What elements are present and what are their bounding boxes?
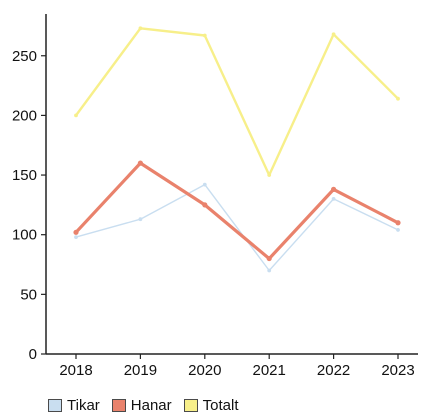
legend: Tikar Hanar Totalt xyxy=(48,397,239,414)
legend-label-totalt: Totalt xyxy=(202,397,239,414)
data-point-tikar xyxy=(138,217,143,222)
legend-swatch-tikar xyxy=(48,399,62,412)
data-point-hanar xyxy=(137,160,143,166)
data-point-totalt xyxy=(331,32,336,37)
x-tick-label: 2019 xyxy=(124,362,157,379)
data-point-hanar xyxy=(266,255,272,262)
data-point-tikar xyxy=(331,197,336,201)
data-point-tikar xyxy=(396,228,400,232)
data-point-tikar xyxy=(202,182,207,187)
series-hanar xyxy=(73,160,401,262)
data-point-totalt xyxy=(396,96,400,101)
legend-swatch-hanar xyxy=(111,399,126,412)
y-tick-label: 200 xyxy=(12,107,37,124)
data-point-tikar xyxy=(267,268,272,273)
x-tick-label: 2020 xyxy=(188,362,221,379)
series-line-tikar xyxy=(75,183,399,272)
legend-label-hanar: Hanar xyxy=(130,397,172,414)
data-point-totalt xyxy=(267,173,272,177)
data-point-totalt xyxy=(74,113,78,118)
series-layer xyxy=(73,26,401,273)
x-tick-label: 2022 xyxy=(317,362,350,379)
legend-item-tikar: Tikar xyxy=(48,397,100,414)
legend-label-tikar: Tikar xyxy=(67,397,100,414)
chart-canvas: 0 50 100 150 200 250 2018 2019 2020 2021 2022 2023 xyxy=(12,14,418,379)
y-axis-ticks: 0 50 100 150 200 250 xyxy=(12,48,46,363)
y-tick-label: 250 xyxy=(12,48,37,65)
legend-swatch-totalt xyxy=(183,399,198,412)
y-tick-label: 100 xyxy=(12,227,37,244)
y-tick-label: 50 xyxy=(20,286,37,303)
series-totalt xyxy=(74,26,400,177)
x-axis-ticks: 2018 2019 2020 2021 2022 2023 xyxy=(59,354,415,379)
data-point-tikar xyxy=(74,235,78,239)
legend-item-hanar: Hanar xyxy=(111,397,172,414)
legend-item-totalt: Totalt xyxy=(183,397,239,414)
data-point-hanar xyxy=(73,229,79,235)
data-point-totalt xyxy=(138,26,143,31)
data-point-hanar xyxy=(331,186,337,192)
series-line-hanar xyxy=(74,161,400,261)
x-tick-label: 2018 xyxy=(59,362,92,379)
y-tick-label: 150 xyxy=(12,167,37,184)
data-point-hanar xyxy=(202,202,208,208)
series-line-totalt xyxy=(74,27,400,177)
y-tick-label: 0 xyxy=(29,346,37,363)
x-tick-label: 2021 xyxy=(253,362,286,379)
series-tikar xyxy=(74,182,400,273)
data-point-hanar xyxy=(395,220,401,226)
x-tick-label: 2023 xyxy=(381,362,414,379)
data-point-totalt xyxy=(202,33,207,38)
